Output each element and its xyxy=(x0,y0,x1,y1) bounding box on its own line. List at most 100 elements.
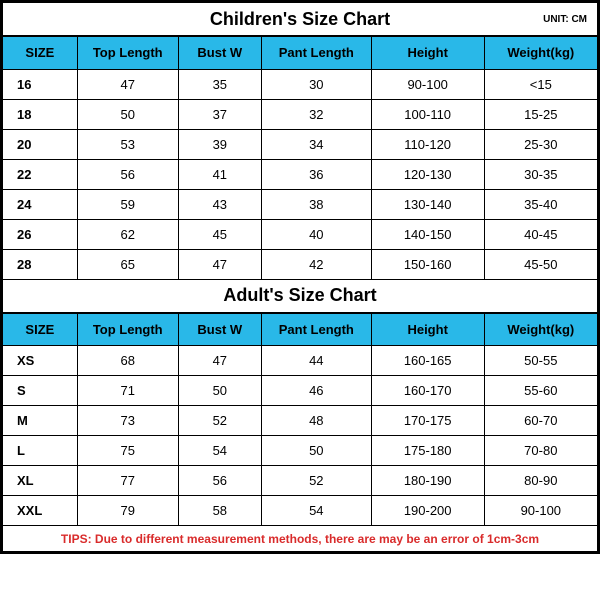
data-cell: 54 xyxy=(261,496,371,526)
size-cell: 20 xyxy=(3,129,77,159)
adult-title: Adult's Size Chart xyxy=(223,285,376,306)
col-pant: Pant Length xyxy=(261,314,371,346)
data-cell: 180-190 xyxy=(371,466,484,496)
children-title: Children's Size Chart xyxy=(210,9,390,30)
unit-label: UNIT: CM xyxy=(543,14,587,25)
data-cell: 130-140 xyxy=(371,189,484,219)
data-cell: 90-100 xyxy=(371,69,484,99)
size-cell: 26 xyxy=(3,219,77,249)
col-top: Top Length xyxy=(77,314,178,346)
table-row: L755450175-18070-80 xyxy=(3,436,597,466)
col-size: SIZE xyxy=(3,37,77,69)
data-cell: 39 xyxy=(178,129,261,159)
data-cell: 50-55 xyxy=(484,346,597,376)
size-cell: S xyxy=(3,376,77,406)
data-cell: 56 xyxy=(178,466,261,496)
size-cell: 16 xyxy=(3,69,77,99)
data-cell: 65 xyxy=(77,249,178,279)
data-cell: 38 xyxy=(261,189,371,219)
data-cell: <15 xyxy=(484,69,597,99)
data-cell: 79 xyxy=(77,496,178,526)
data-cell: 30 xyxy=(261,69,371,99)
data-cell: 175-180 xyxy=(371,436,484,466)
children-table: SIZE Top Length Bust W Pant Length Heigh… xyxy=(3,37,597,280)
col-height: Height xyxy=(371,314,484,346)
data-cell: 42 xyxy=(261,249,371,279)
col-bust: Bust W xyxy=(178,314,261,346)
data-cell: 90-100 xyxy=(484,496,597,526)
col-height: Height xyxy=(371,37,484,69)
col-weight: Weight(kg) xyxy=(484,314,597,346)
data-cell: 50 xyxy=(178,376,261,406)
data-cell: 48 xyxy=(261,406,371,436)
data-cell: 35 xyxy=(178,69,261,99)
table-row: 20533934110-12025-30 xyxy=(3,129,597,159)
data-cell: 15-25 xyxy=(484,99,597,129)
table-row: 26624540140-15040-45 xyxy=(3,219,597,249)
data-cell: 47 xyxy=(178,249,261,279)
size-cell: M xyxy=(3,406,77,436)
table-row: XS684744160-16550-55 xyxy=(3,346,597,376)
size-cell: 22 xyxy=(3,159,77,189)
size-chart-container: Children's Size Chart UNIT: CM SIZE Top … xyxy=(0,0,600,554)
col-pant: Pant Length xyxy=(261,37,371,69)
data-cell: 190-200 xyxy=(371,496,484,526)
data-cell: 73 xyxy=(77,406,178,436)
data-cell: 45 xyxy=(178,219,261,249)
data-cell: 40-45 xyxy=(484,219,597,249)
data-cell: 120-130 xyxy=(371,159,484,189)
children-header-row: SIZE Top Length Bust W Pant Length Heigh… xyxy=(3,37,597,69)
children-title-row: Children's Size Chart UNIT: CM xyxy=(3,3,597,37)
data-cell: 170-175 xyxy=(371,406,484,436)
adult-table: SIZE Top Length Bust W Pant Length Heigh… xyxy=(3,314,597,527)
data-cell: 56 xyxy=(77,159,178,189)
table-row: XXL795854190-20090-100 xyxy=(3,496,597,526)
data-cell: 70-80 xyxy=(484,436,597,466)
table-row: 22564136120-13030-35 xyxy=(3,159,597,189)
data-cell: 71 xyxy=(77,376,178,406)
table-row: XL775652180-19080-90 xyxy=(3,466,597,496)
data-cell: 68 xyxy=(77,346,178,376)
data-cell: 160-170 xyxy=(371,376,484,406)
data-cell: 45-50 xyxy=(484,249,597,279)
size-cell: 28 xyxy=(3,249,77,279)
size-cell: L xyxy=(3,436,77,466)
data-cell: 25-30 xyxy=(484,129,597,159)
col-weight: Weight(kg) xyxy=(484,37,597,69)
data-cell: 75 xyxy=(77,436,178,466)
size-cell: 18 xyxy=(3,99,77,129)
data-cell: 40 xyxy=(261,219,371,249)
table-row: 1647353090-100<15 xyxy=(3,69,597,99)
data-cell: 47 xyxy=(178,346,261,376)
data-cell: 140-150 xyxy=(371,219,484,249)
data-cell: 36 xyxy=(261,159,371,189)
data-cell: 60-70 xyxy=(484,406,597,436)
table-row: 24594338130-14035-40 xyxy=(3,189,597,219)
data-cell: 30-35 xyxy=(484,159,597,189)
size-cell: 24 xyxy=(3,189,77,219)
data-cell: 58 xyxy=(178,496,261,526)
data-cell: 46 xyxy=(261,376,371,406)
data-cell: 59 xyxy=(77,189,178,219)
data-cell: 150-160 xyxy=(371,249,484,279)
table-row: 28654742150-16045-50 xyxy=(3,249,597,279)
data-cell: 62 xyxy=(77,219,178,249)
data-cell: 110-120 xyxy=(371,129,484,159)
col-bust: Bust W xyxy=(178,37,261,69)
data-cell: 34 xyxy=(261,129,371,159)
data-cell: 160-165 xyxy=(371,346,484,376)
size-cell: XS xyxy=(3,346,77,376)
col-top: Top Length xyxy=(77,37,178,69)
table-row: S715046160-17055-60 xyxy=(3,376,597,406)
data-cell: 53 xyxy=(77,129,178,159)
data-cell: 44 xyxy=(261,346,371,376)
data-cell: 55-60 xyxy=(484,376,597,406)
col-size: SIZE xyxy=(3,314,77,346)
data-cell: 50 xyxy=(261,436,371,466)
data-cell: 41 xyxy=(178,159,261,189)
tips-note: TIPS: Due to different measurement metho… xyxy=(3,526,597,554)
adult-title-row: Adult's Size Chart xyxy=(3,280,597,314)
data-cell: 43 xyxy=(178,189,261,219)
data-cell: 47 xyxy=(77,69,178,99)
adult-header-row: SIZE Top Length Bust W Pant Length Heigh… xyxy=(3,314,597,346)
